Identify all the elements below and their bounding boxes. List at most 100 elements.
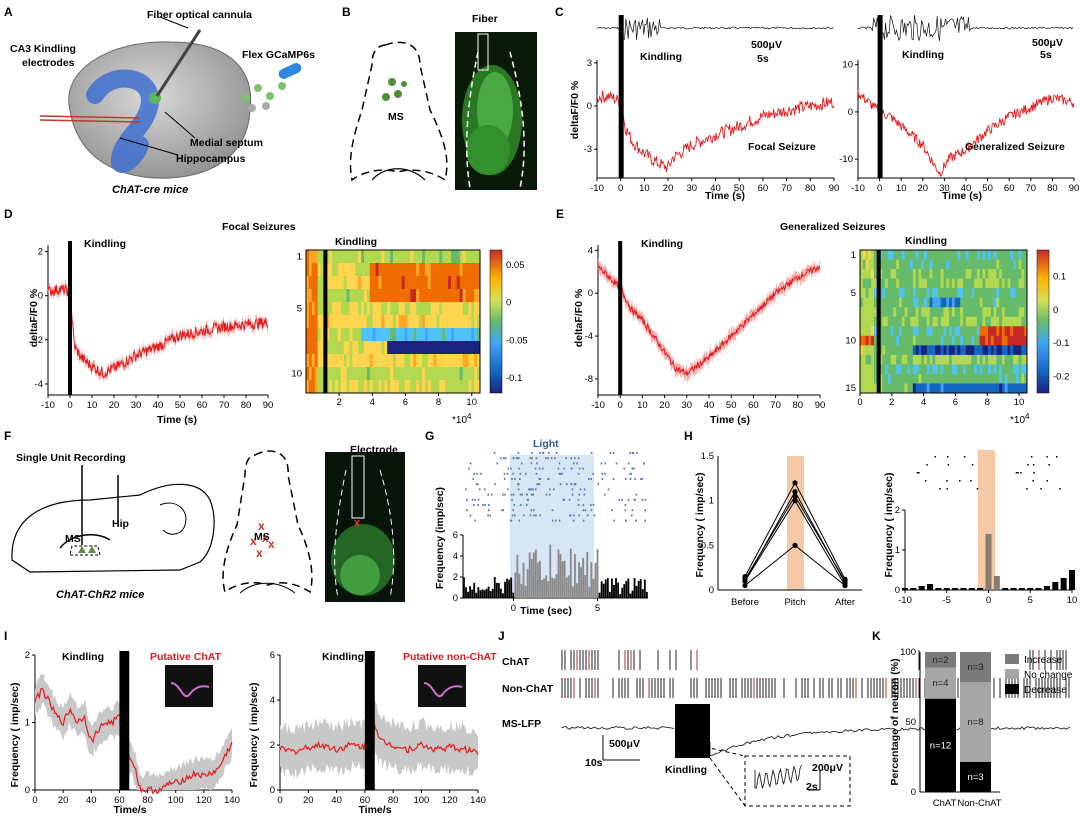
E-heatmap-cell [982, 307, 986, 318]
E-heatmap-cell [985, 364, 989, 375]
g-raster-tick [568, 498, 571, 501]
E-heatmap-cell [974, 335, 978, 346]
E-heatmap-cell [968, 373, 972, 384]
C-generalized-xtick: 70 [1026, 183, 1037, 194]
D-heatmap-cell [453, 250, 458, 264]
D-heatmap-cell [433, 289, 437, 303]
panel-label-g: G [425, 429, 434, 443]
E-heatmap-cell [968, 288, 972, 299]
D-heatmap-cell [427, 380, 432, 394]
h-psth-bar [902, 588, 908, 590]
g-bar [627, 578, 630, 598]
E-heatmap-cell [862, 364, 866, 375]
D-heatmap-cell [433, 328, 437, 342]
E-heatmap-cell [893, 345, 897, 356]
E-heatmap-cell [968, 250, 972, 260]
g-raster-tick [465, 488, 467, 491]
D-heatmap-cell [477, 289, 481, 303]
D-heatmap-cell [407, 302, 411, 316]
D-heatmap-cell [448, 341, 452, 355]
D-heatmap-cell [419, 380, 423, 394]
D-heatmap-cell [427, 354, 432, 368]
D-heatmap-cell [361, 354, 365, 368]
D-heatmap-cell [311, 302, 316, 316]
D-heatmap-cell [439, 341, 443, 355]
D-heatmap-cell [413, 263, 417, 277]
D-heatmap-cell [453, 354, 458, 368]
h-point [742, 578, 748, 584]
E-heatmap-cell [1024, 316, 1028, 327]
D-heatmap-cell [326, 263, 330, 277]
E-heatmap-cell [935, 297, 939, 308]
g-bar [510, 577, 513, 598]
E-heatmap-cell [882, 250, 886, 260]
D-heatmap-cell [387, 250, 391, 264]
D-heatmap-cell [462, 328, 466, 342]
I-chat-xtick: 20 [58, 795, 69, 806]
D-heatmap-cell [477, 354, 481, 368]
D-heatmap-cell [456, 328, 461, 342]
g-raster-tick [469, 514, 472, 517]
E-heatmap-cell [932, 383, 936, 394]
g-bar [621, 587, 624, 598]
g-bar [508, 579, 511, 598]
E-heatmap-cell [940, 288, 944, 299]
E-heatmap-cell [873, 345, 878, 356]
E-heatmap-cell [976, 307, 981, 318]
E-heatmap-cell [901, 335, 905, 346]
E-heatmap-cell [901, 345, 905, 356]
D-heatmap-cell [401, 341, 405, 355]
h-raster-tick [971, 464, 974, 466]
g-bar [590, 562, 593, 598]
E-heatmap-cell [887, 269, 892, 279]
D-heatmap-cell [387, 367, 391, 381]
E-heatmap-cell [926, 259, 930, 270]
D-heatmap-cell [349, 263, 353, 277]
E-heatmap-cell [976, 335, 981, 346]
D-heatmap-cell [320, 328, 324, 342]
D-heatmap-cell [398, 341, 403, 355]
E-heatmap-cell [940, 250, 944, 260]
D-heatmap-cell [430, 341, 434, 355]
g-raster-tick [534, 488, 537, 491]
D-heatmap-cell [416, 250, 420, 264]
D-heatmap-cell [369, 341, 374, 355]
E-heatmap-cell [907, 354, 911, 365]
panel-label-k: K [872, 629, 881, 643]
c-kindling-right: Kindling [902, 49, 944, 61]
I-nonchat-xtick: 80 [388, 795, 399, 806]
D-heatmap-cell [308, 367, 313, 381]
E-heatmap-cell [929, 354, 933, 365]
g-bar [623, 584, 626, 598]
E-heatmap-cell [929, 364, 933, 375]
E-heatmap-cell [887, 345, 892, 356]
E-heatmap-cell [974, 250, 978, 260]
g-raster-tick [604, 493, 606, 496]
h-psth-bar [1035, 588, 1042, 590]
D-heatmap-cell [358, 354, 362, 368]
E-heatmap-cell [976, 373, 981, 384]
D-heatmap-cell [436, 289, 440, 303]
E-heatmap-cell [940, 297, 944, 308]
E-heatmap-cell [1018, 269, 1022, 279]
E-heatmap-cell [868, 259, 872, 270]
D-heatmap-cell [445, 302, 449, 316]
E-heatmap-cell [921, 297, 925, 308]
G-psth-xtick: 5 [595, 603, 600, 614]
E-heatmap-cell [962, 326, 967, 337]
D-heatmap-cell [375, 289, 379, 303]
D-heatmap-cell [427, 289, 432, 303]
E-heatmap-cell [862, 278, 866, 289]
E-heatmap-cell [918, 259, 922, 270]
E-heatmap-cell [1018, 259, 1022, 270]
E-heatmap-cell [1013, 269, 1017, 279]
e-title: Generalized Seizures [780, 221, 886, 233]
svg-text:x: x [250, 534, 257, 548]
D-heatmap-cell [422, 380, 426, 394]
E-heatmap-cell [904, 297, 908, 308]
I-nonchat-xtick: 40 [331, 795, 342, 806]
I-nonchat-ytick: 6 [270, 650, 275, 661]
D-heatmap-cell [390, 315, 394, 329]
D-heatmap-ytick: 1 [297, 252, 302, 263]
D-heatmap-cell [340, 276, 345, 290]
